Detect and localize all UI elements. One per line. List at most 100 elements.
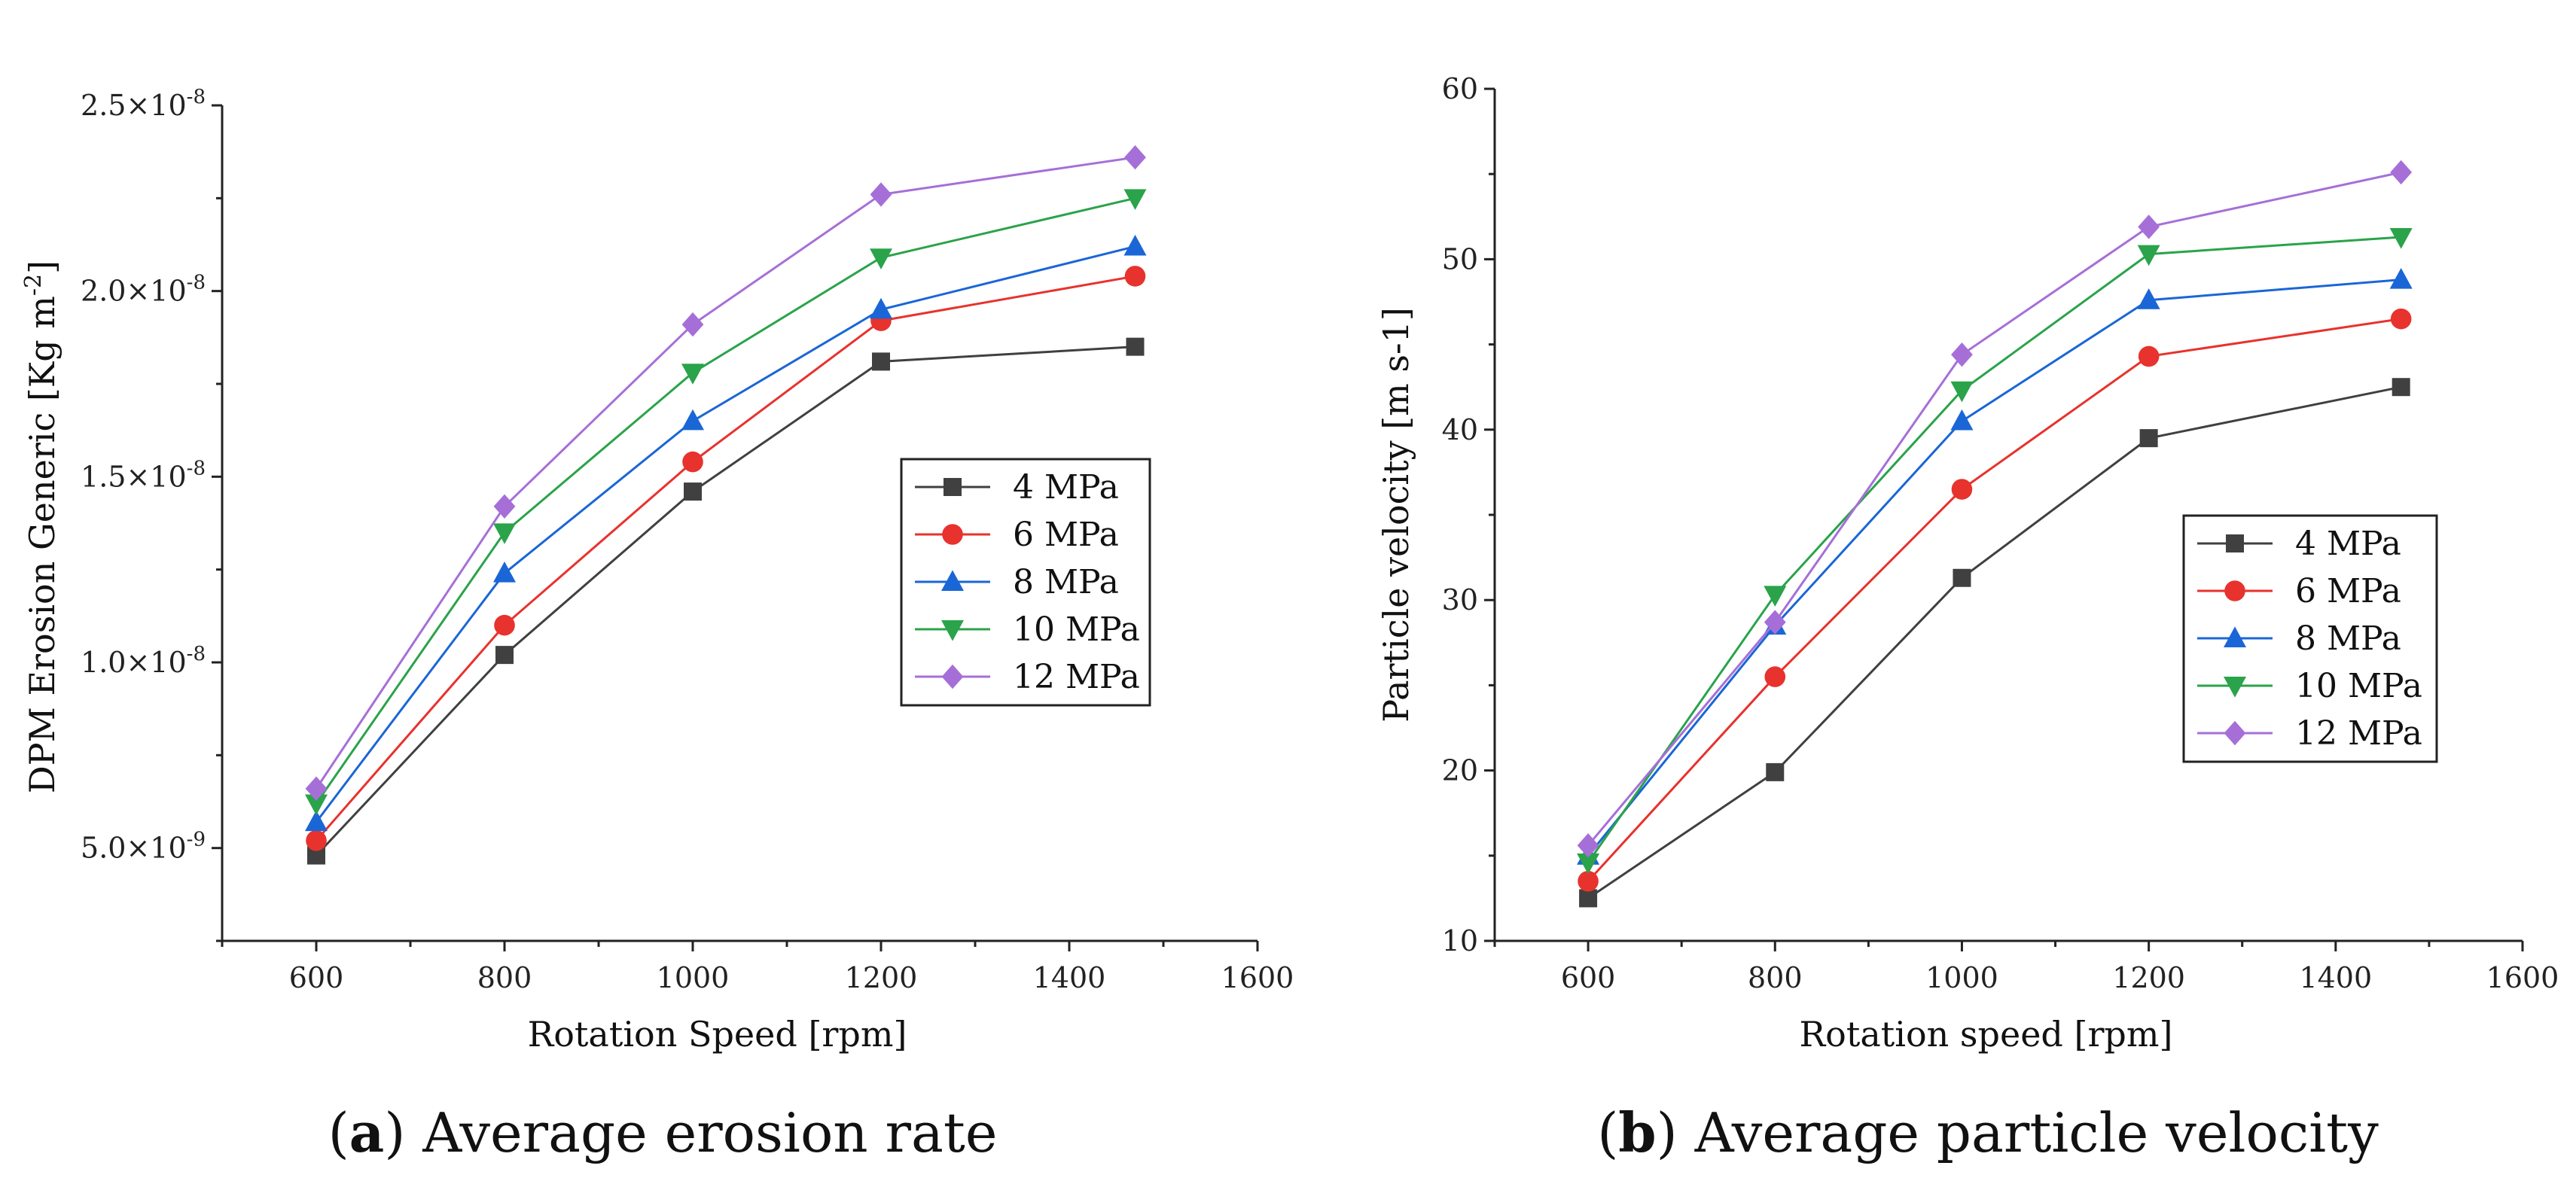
panel-a-y-tick-label: 5.0×10-9 [81, 829, 206, 865]
panel-a-legend-label: 12 MPa [1013, 658, 1140, 696]
panel-a-point [1123, 189, 1147, 210]
panel-b-x-tick-label: 1000 [1925, 961, 1998, 994]
panel-a-point [305, 794, 328, 816]
panel-a-point [870, 182, 892, 207]
panel-b-point [2392, 378, 2410, 397]
caption-b-text: Average particle velocity [1678, 1101, 2379, 1164]
panel-a-legend-marker [941, 664, 964, 689]
panel-b-point [1951, 479, 1973, 500]
panel-b-point [1950, 381, 1974, 403]
panel-b-x-tick-label: 1200 [2112, 961, 2185, 994]
panel-b-point [1579, 889, 1598, 908]
caption-b: (b) Average particle velocity [1597, 1100, 2379, 1164]
panel-b-legend-label: 6 MPa [2295, 572, 2401, 610]
panel-b-x-tick-label: 1400 [2299, 961, 2372, 994]
panel-a-point [681, 312, 704, 337]
panel-a-x-tick-label: 1400 [1033, 961, 1106, 994]
panel-a-point [1123, 234, 1147, 256]
panel-a-legend-label: 6 MPa [1013, 516, 1119, 554]
panel-a-point [493, 562, 516, 583]
panel-a-y-label: DPM Erosion Generic [Kg m-2] [20, 260, 62, 793]
panel-a-y-tick-label: 2.0×10-8 [81, 272, 206, 308]
panel-b-point [1764, 610, 1786, 635]
panel-b-y-tick-label: 40 [1442, 413, 1478, 446]
panel-b-point [1577, 833, 1599, 858]
panel-b-x-label: Rotation speed [rpm] [1800, 1014, 2173, 1055]
panel-a-point [870, 297, 892, 319]
panel-b-point [2390, 160, 2413, 185]
panel-b-point [1578, 870, 1599, 892]
panel-b-point [1950, 409, 1974, 431]
panel-a-point [1124, 266, 1146, 287]
panel-a-x-tick-label: 600 [289, 961, 344, 994]
panel-b-point [2389, 227, 2413, 249]
chart-panel-a: 600 800 1000 1200 1400 1600 5.0×10-9 1.0×10-8 1.… [20, 86, 1294, 1055]
panel-a-legend-marker [941, 570, 964, 591]
panel-a-point [493, 523, 516, 544]
panel-b-y-tick-label: 10 [1442, 924, 1478, 957]
panel-b-point [2137, 245, 2160, 266]
panel-b-x-tick-label: 800 [1748, 961, 1803, 994]
caption-a-text: Average erosion rate [405, 1101, 997, 1164]
panel-b-point [2390, 308, 2412, 330]
panel-b-point [2389, 267, 2413, 289]
panel-a-point [493, 494, 516, 519]
panel-a-point [872, 352, 890, 371]
panel-b-legend-marker [2224, 626, 2246, 647]
panel-b-point [1764, 586, 1787, 607]
panel-a-x-tick-label: 1000 [657, 961, 730, 994]
panel-a-legend-marker [941, 620, 964, 641]
panel-b-legend-marker [2224, 677, 2246, 698]
panel-b-point [1766, 762, 1785, 781]
panel-b-point [2138, 215, 2160, 239]
panel-a-x-tick-label: 1200 [845, 961, 918, 994]
panel-a-point [495, 646, 514, 665]
panel-b-point [1577, 853, 1600, 875]
panel-b-point [2138, 345, 2160, 367]
panel-b-x-tick-label: 1600 [2486, 961, 2559, 994]
panel-a-point [870, 248, 892, 269]
panel-b-point [2137, 288, 2160, 309]
panel-a-point [1124, 145, 1146, 170]
panel-b-legend-marker [2224, 720, 2246, 746]
panel-a-point [684, 482, 702, 501]
panel-a-y-tick-label: 1.5×10-8 [81, 457, 206, 493]
panel-a-y-tick-label: 1.0×10-8 [81, 643, 206, 679]
panel-a-x-tick-label: 1600 [1221, 961, 1294, 994]
panel-b-point [1953, 568, 1971, 587]
caption-a-letter: a [349, 1100, 385, 1164]
panel-a-marks: 600 800 1000 1200 1400 1600 5.0×10-9 1.0×10-8 1.… [20, 86, 1294, 1055]
caption-a: (a) Average erosion rate [328, 1100, 998, 1164]
panel-b-point [1764, 666, 1786, 687]
panel-a-point [682, 451, 703, 473]
panel-b-marks: 600 800 1000 1200 1400 1600 10 20 30 40 50 60 Rotati… [1376, 72, 2559, 1055]
panel-a-legend-marker [944, 478, 962, 496]
panel-b-legend-marker [2224, 580, 2245, 601]
panel-b-legend-marker [2226, 534, 2244, 552]
panel-b-legend-label: 4 MPa [2295, 525, 2401, 563]
panel-b-legend: 4 MPa 6 MPa 8 MPa 10 MPa 12 MPa [2182, 514, 2438, 763]
panel-a-point [1126, 337, 1145, 356]
panel-b-y-tick-label: 30 [1442, 583, 1478, 616]
chart-panel-b: 600 800 1000 1200 1400 1600 10 20 30 40 50 60 Rotati… [1376, 72, 2559, 1055]
panel-b-point [1951, 342, 1973, 367]
panel-a-legend-marker [942, 524, 963, 545]
panel-b-y-tick-label: 60 [1442, 72, 1478, 105]
caption-b-letter: b [1618, 1100, 1656, 1164]
panel-a-x-label: Rotation Speed [rpm] [528, 1014, 907, 1055]
panel-a-point [494, 614, 515, 636]
panel-b-y-tick-label: 20 [1442, 754, 1478, 787]
panel-a-point [306, 830, 327, 851]
panel-b-legend-label: 12 MPa [2295, 714, 2422, 753]
panel-a-legend-label: 4 MPa [1013, 468, 1119, 507]
panel-b-y-tick-label: 50 [1442, 242, 1478, 275]
panel-a-x-tick-label: 800 [477, 961, 532, 994]
panel-b-y-label: Particle velocity [m s-1] [1376, 307, 1416, 723]
panel-a-legend-label: 8 MPa [1013, 563, 1119, 601]
panel-a-point [681, 364, 704, 385]
panel-a-legend: 4 MPa 6 MPa 8 MPa 10 MPa 12 MPa [900, 458, 1151, 707]
panel-b-x-tick-label: 600 [1561, 961, 1616, 994]
panel-a-legend-label: 10 MPa [1013, 610, 1140, 649]
panel-a-y-tick-label: 2.5×10-8 [81, 86, 206, 122]
